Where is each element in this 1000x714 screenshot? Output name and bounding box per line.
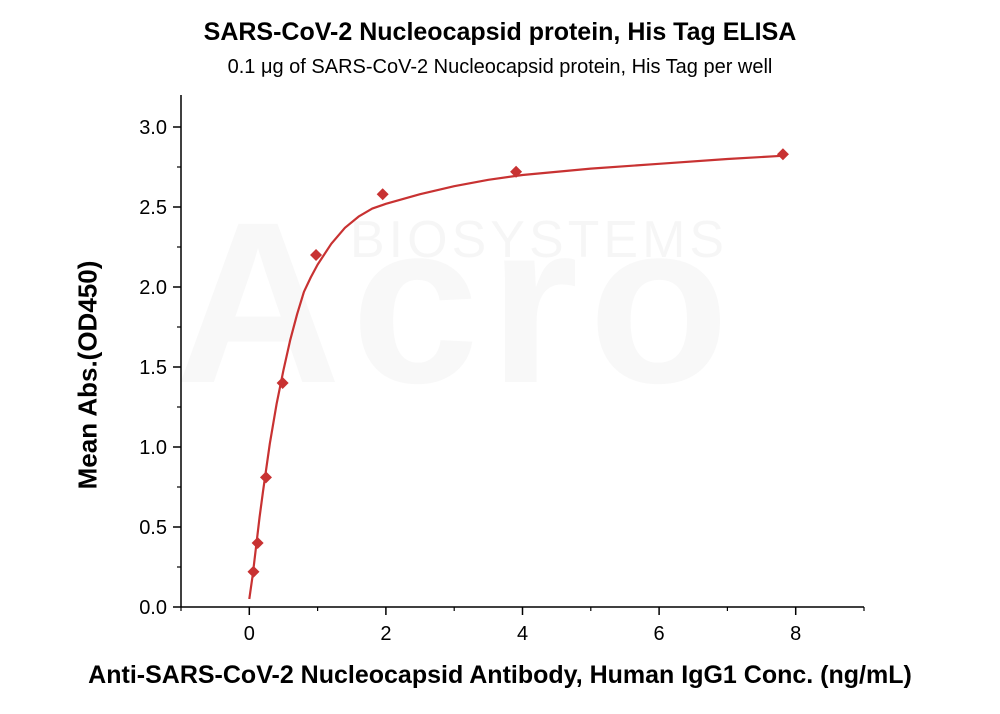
y-tick-label: 0.0 (139, 597, 167, 619)
y-tick-label: 1.5 (139, 357, 167, 379)
x-tick-label: 0 (244, 623, 255, 645)
data-point (776, 148, 789, 161)
fit-curve-group (248, 154, 783, 600)
y-tick-label: 2.0 (139, 277, 167, 299)
y-tick-label: 0.5 (139, 517, 167, 539)
data-points-group (247, 148, 789, 578)
y-tick-label: 2.5 (139, 197, 167, 219)
x-axis-label: Anti-SARS-CoV-2 Nucleocapsid Antibody, H… (88, 661, 912, 689)
y-tick-label: 1.0 (139, 437, 167, 459)
chart-title: SARS-CoV-2 Nucleocapsid protein, His Tag… (203, 18, 797, 46)
data-point (310, 249, 323, 261)
data-point (510, 165, 523, 178)
y-axis-label: Mean Abs.(OD450) (72, 260, 103, 490)
chart-axes (180, 95, 864, 608)
chart-subtitle: 0.1 μg of SARS-CoV-2 Nucleocapsid protei… (227, 56, 773, 78)
data-point (247, 565, 260, 578)
fit-curve-line (248, 154, 783, 600)
data-point (376, 188, 389, 201)
data-point (251, 537, 264, 549)
x-tick-label: 4 (517, 623, 528, 645)
x-tick-label: 6 (654, 623, 665, 645)
data-point (259, 471, 272, 484)
data-point (276, 377, 289, 389)
y-tick-label: 3.0 (139, 117, 167, 139)
chart-ticks: 0.0 0.5 1.0 1.5 2.0 2.5 3.0 0 2 4 6 8 (139, 117, 865, 645)
x-tick-label: 2 (380, 623, 391, 645)
x-tick-label: 8 (790, 623, 801, 645)
